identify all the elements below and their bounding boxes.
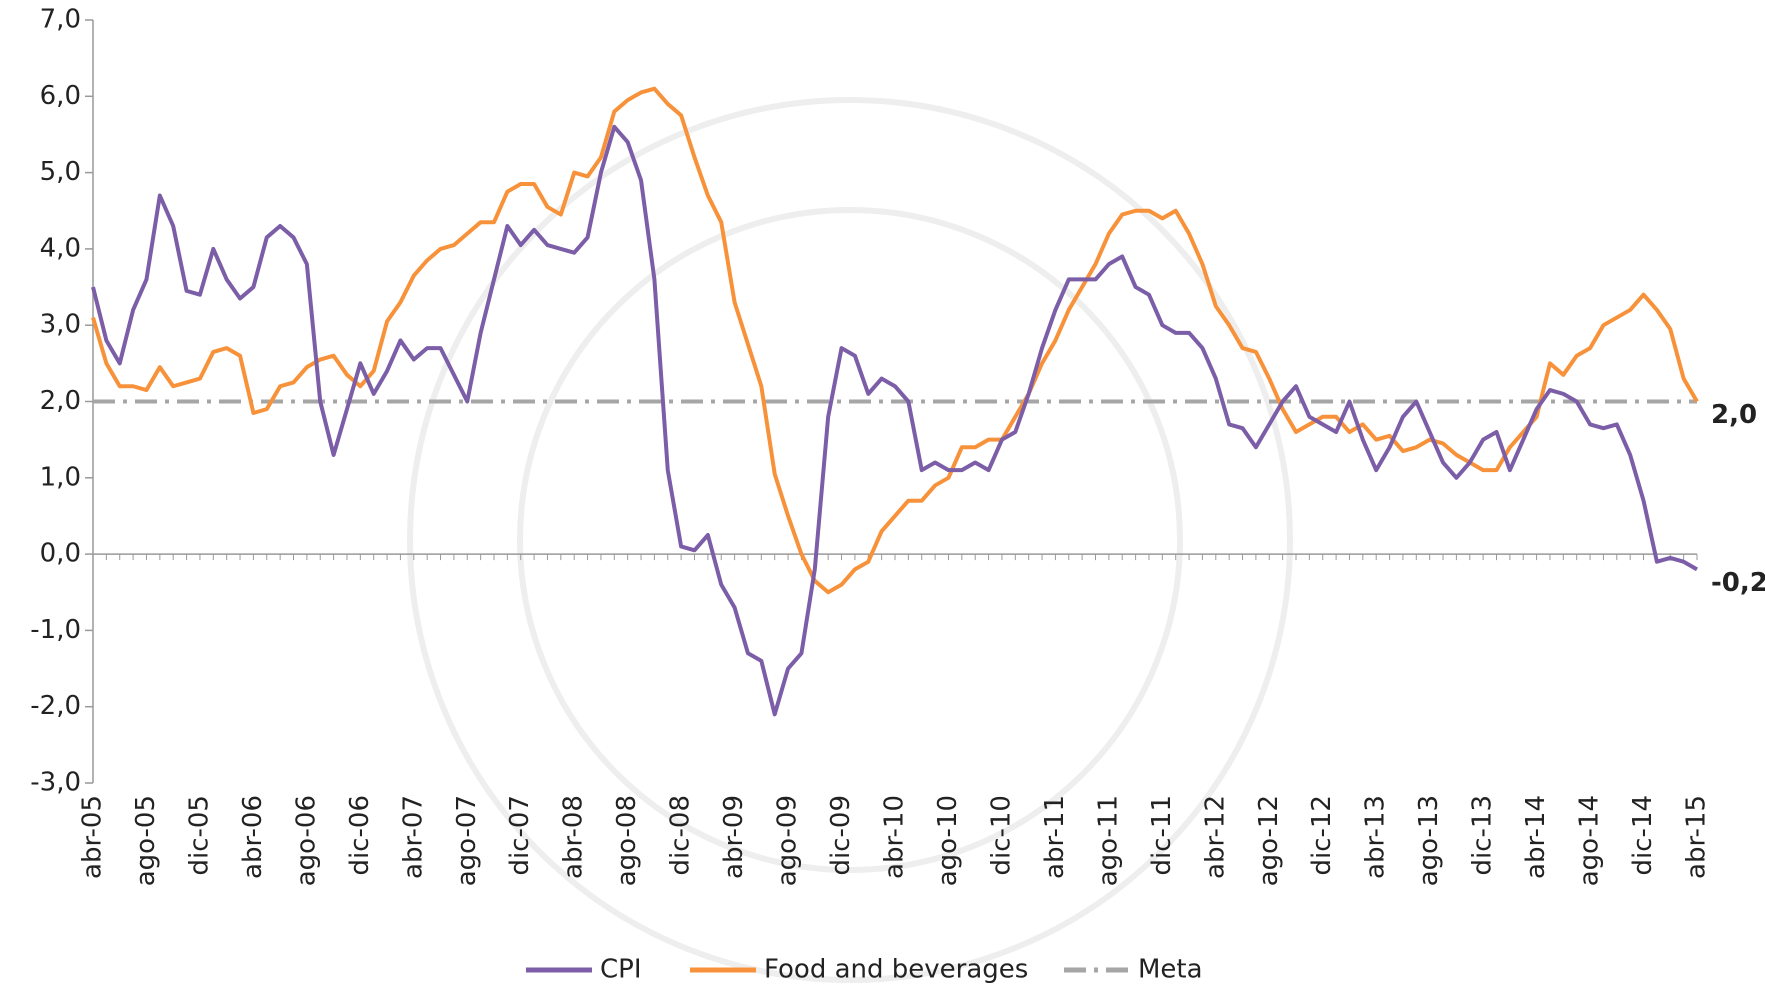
x-tick-label: abr-06: [238, 795, 268, 879]
x-tick-label: abr-05: [78, 795, 108, 879]
x-tick-label: dic-14: [1628, 795, 1658, 876]
x-tick-label: dic-10: [986, 795, 1016, 876]
x-tick-label: dic-12: [1307, 795, 1337, 876]
x-tick-label: abr-09: [719, 795, 749, 879]
legend-label: Food and beverages: [764, 955, 1028, 985]
x-tick-label: abr-14: [1521, 795, 1551, 879]
x-tick-label: ago-09: [773, 795, 803, 886]
x-tick-label: dic-08: [666, 795, 696, 876]
series-line: [91, 86, 1699, 595]
x-tick-label: abr-10: [880, 795, 910, 879]
y-tick-label: 3,0: [40, 310, 81, 340]
x-tick-label: dic-05: [184, 795, 214, 876]
x-tick-label: dic-09: [826, 795, 856, 876]
legend-label: CPI: [600, 955, 642, 985]
x-tick-label: ago-05: [131, 795, 161, 886]
x-tick-label: dic-07: [505, 795, 535, 876]
x-tick-label: dic-11: [1147, 795, 1177, 876]
y-tick-label: 4,0: [40, 233, 81, 263]
x-tick-label: abr-08: [559, 795, 589, 879]
x-tick-label: abr-12: [1200, 795, 1230, 879]
y-tick-label: 1,0: [40, 462, 81, 492]
x-tick-label: abr-13: [1361, 795, 1391, 879]
value-label: 2,0: [1711, 400, 1757, 430]
y-tick-label: 0,0: [40, 539, 81, 569]
value-label: -0,2: [1711, 568, 1765, 598]
x-tick-label: ago-07: [452, 795, 482, 886]
watermark: [407, 97, 1293, 983]
y-tick-label: -1,0: [30, 615, 81, 645]
y-tick-label: 7,0: [40, 5, 81, 35]
series-line: [91, 124, 1698, 717]
y-tick-label: 6,0: [40, 81, 81, 111]
y-tick-label: -2,0: [30, 691, 81, 721]
x-tick-label: ago-14: [1575, 795, 1605, 886]
y-tick-label: -3,0: [30, 768, 81, 798]
legend-label: Meta: [1138, 955, 1203, 985]
x-tick-label: abr-07: [398, 795, 428, 879]
x-tick-label: ago-06: [291, 795, 321, 886]
x-tick-label: dic-13: [1468, 795, 1498, 876]
x-tick-label: ago-13: [1414, 795, 1444, 886]
x-tick-label: ago-11: [1093, 795, 1123, 886]
x-tick-label: ago-10: [933, 795, 963, 886]
x-tick-label: abr-15: [1682, 795, 1712, 879]
x-tick-label: ago-08: [612, 795, 642, 886]
x-tick-label: ago-12: [1254, 795, 1284, 886]
x-tick-label: abr-11: [1040, 795, 1070, 879]
x-tick-label: dic-06: [345, 795, 375, 876]
y-tick-label: 2,0: [40, 386, 81, 416]
y-tick-label: 5,0: [40, 157, 81, 187]
